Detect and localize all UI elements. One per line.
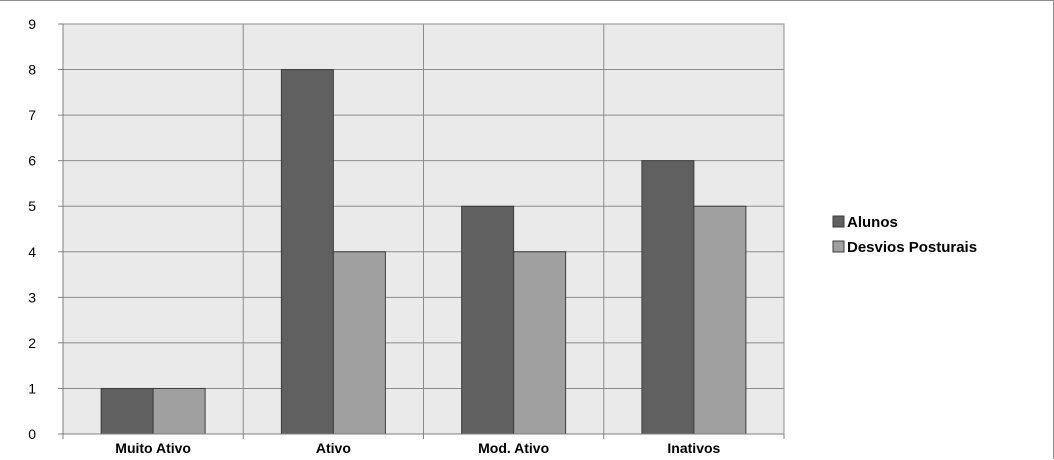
bars <box>100 69 747 435</box>
category-dividers <box>242 24 605 434</box>
legend-label: Desvios Posturais <box>847 239 977 256</box>
y-tick-label: 6 <box>28 153 36 169</box>
legend: Alunos Desvios Posturais <box>832 214 977 256</box>
bar-desvios-posturais <box>693 205 747 435</box>
bar-alunos <box>100 387 154 435</box>
x-tick-label: Mod. Ativo <box>478 440 549 456</box>
y-tick-label: 5 <box>28 198 36 214</box>
x-tick-label: Muito Ativo <box>115 440 191 456</box>
y-tick-label: 7 <box>28 107 36 123</box>
legend-label: Alunos <box>847 214 898 231</box>
y-tick-label: 1 <box>28 380 36 396</box>
bar-alunos <box>641 160 695 435</box>
bar-alunos <box>461 205 515 435</box>
bar-desvios-posturais <box>332 251 386 435</box>
y-tick-label: 3 <box>28 289 36 305</box>
x-tick-label: Inativos <box>667 440 720 456</box>
y-axis-ticks: 0 1 2 3 4 5 6 7 8 9 <box>28 16 63 442</box>
y-tick-label: 0 <box>28 426 36 442</box>
y-tick-label: 8 <box>28 62 36 78</box>
bar-alunos <box>280 69 334 435</box>
bar-desvios-posturais <box>152 387 206 435</box>
bar-desvios-posturais <box>513 251 567 435</box>
legend-swatch <box>832 215 845 228</box>
y-tick-label: 4 <box>28 244 36 260</box>
legend-swatch <box>832 240 845 253</box>
y-tick-label: 2 <box>28 335 36 351</box>
axes <box>62 24 785 439</box>
x-tick-label: Ativo <box>316 440 351 456</box>
y-tick-label: 9 <box>28 16 36 32</box>
x-axis-ticks: Muito Ativo Ativo Mod. Ativo Inativos <box>115 440 720 456</box>
